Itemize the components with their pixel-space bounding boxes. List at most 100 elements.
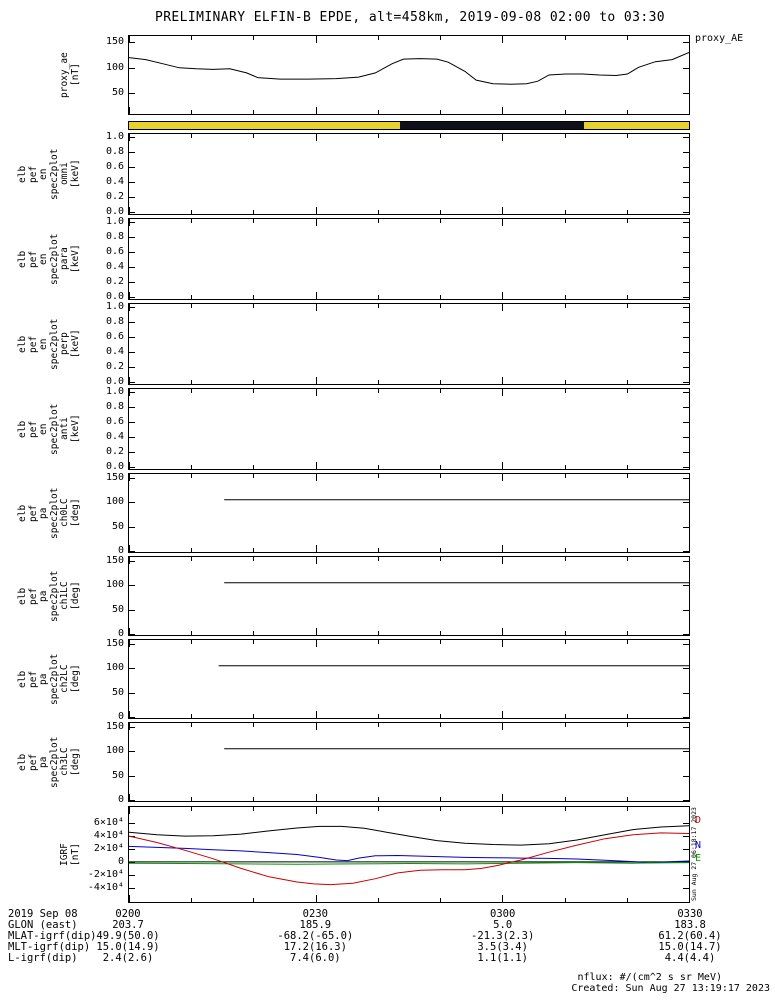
x-tick-mark [191, 380, 193, 384]
x-tick-mark [502, 628, 504, 635]
x-tick-mark-top [253, 134, 255, 138]
x-tick-mark [440, 631, 442, 635]
x-tick-mark [253, 295, 255, 299]
x-tick-mark-top [440, 134, 442, 138]
y-tick-mark [129, 337, 135, 339]
x-tick-mark-top [377, 219, 379, 223]
x-tick-mark-top [502, 134, 504, 141]
x-tick-mark [253, 380, 255, 384]
x-tick-mark [191, 714, 193, 718]
x-tick-mark-top [191, 723, 193, 727]
x-tick-mark-top [564, 134, 566, 138]
x-tick-mark [191, 210, 193, 214]
x-tick-mark [377, 295, 379, 299]
x-tick-mark-top [129, 304, 130, 311]
y-axis-label-elb_pef_pa_spec2plot_ch1LC: elb pef pa spec2plot ch1LC [deg] [17, 557, 81, 635]
footer-row-3: MLT-igrf(dip) 15.0(14.9) 17.2(16.3) 3.5(3.4… [0, 942, 775, 953]
x-tick-mark [440, 210, 442, 214]
y-tick-mark [129, 726, 135, 728]
x-tick-mark-top [253, 219, 255, 223]
y-tick-mark [683, 42, 689, 44]
y-tick-mark [129, 800, 135, 802]
x-tick-mark [564, 295, 566, 299]
series-E [129, 862, 689, 865]
y-tick-mark [129, 668, 135, 670]
footer-row-label: GLON (east) [8, 919, 78, 931]
x-tick-mark [502, 711, 504, 718]
y-tick-mark [683, 643, 689, 645]
y-tick-mark [129, 267, 135, 269]
y-tick-mark [683, 182, 689, 184]
x-tick-mark [129, 711, 130, 718]
x-tick-mark-top [253, 807, 255, 811]
y-tick-mark [129, 152, 135, 154]
x-tick-mark [689, 292, 690, 299]
panel-elb_pef_pa_spec2plot_ch0LC: elb pef pa spec2plot ch0LC [deg] 0 50 100 150 [17, 472, 690, 556]
y-tick-mark [683, 849, 689, 850]
y-axis-label-line: pa [38, 507, 49, 519]
x-tick-mark [502, 292, 504, 299]
x-tick-mark-top [626, 134, 628, 138]
y-tick-label: 2×10⁴ [93, 843, 124, 854]
y-tick-mark [129, 849, 135, 850]
x-tick-mark-top [315, 219, 317, 226]
y-tick-label: 6×10⁴ [93, 817, 124, 829]
y-tick-mark [683, 887, 689, 889]
x-tick-mark [626, 210, 628, 214]
y-tick-mark [683, 874, 689, 876]
y-axis-label-proxy_ae: proxy_ae [nT] [59, 36, 81, 114]
y-tick-label: 0.2 [105, 361, 124, 373]
footer-row-1: GLON (east) 203.7 185.9 5.0 183.8 [0, 920, 775, 931]
y-tick-mark [683, 297, 689, 299]
x-tick-mark-top [564, 474, 566, 478]
footer-value: 5.0 [493, 919, 513, 931]
x-tick-mark-top [377, 723, 379, 727]
x-tick-mark [129, 895, 130, 902]
x-tick-mark-top [253, 640, 255, 644]
x-tick-mark-top [315, 474, 317, 481]
y-tick-label: 150 [105, 36, 124, 48]
right-label-D: D [695, 815, 702, 827]
right-label-proxy_AE: proxy_AE [695, 33, 744, 45]
x-tick-mark-top [564, 640, 566, 644]
x-tick-mark-top [689, 807, 690, 814]
footer-value: 17.2(16.3) [283, 941, 347, 953]
x-tick-mark [377, 210, 379, 214]
y-tick-mark [129, 717, 135, 719]
y-axis-label-line: anti [59, 417, 70, 441]
y-tick-mark [683, 823, 689, 825]
series-N [129, 845, 689, 864]
y-axis-label-elb_pef_en_spec2plot_omni: elb pef en spec2plot omni [keV] [17, 134, 81, 214]
x-tick-mark-top [191, 134, 193, 138]
x-tick-mark [502, 377, 504, 384]
x-tick-mark [191, 295, 193, 299]
x-tick-mark-top [502, 304, 504, 311]
x-tick-mark [129, 628, 130, 635]
footer-value: 0230 [302, 908, 328, 920]
x-tick-mark [626, 714, 628, 718]
y-axis-label-line: [nT] [69, 63, 81, 87]
y-tick-label: 150 [105, 720, 124, 732]
y-tick-mark [129, 167, 135, 169]
y-axis-label-line: proxy_ae [59, 52, 70, 98]
y-tick-label: 50 [111, 87, 124, 99]
x-tick-mark [315, 207, 317, 214]
panel-series-elb_pef_en_spec2plot_para [129, 219, 689, 299]
x-tick-mark [315, 462, 317, 469]
x-tick-mark [502, 545, 504, 552]
x-tick-mark [689, 628, 690, 635]
y-tick-mark [683, 526, 689, 528]
x-tick-mark-top [689, 36, 690, 43]
x-tick-mark [689, 545, 690, 552]
panel-proxy_ae: proxy_ae [nT] 50 100 150 proxy_AE [59, 33, 743, 115]
y-axis-label-line: [keV] [69, 329, 81, 359]
y-tick-mark [683, 467, 689, 469]
y-tick-mark [683, 452, 689, 454]
panel-science_zone_bar [128, 121, 690, 130]
y-tick-mark [129, 422, 135, 424]
x-tick-mark-top [191, 219, 193, 223]
x-tick-mark [253, 465, 255, 469]
footer-value: 4.4(4.4) [664, 952, 716, 964]
x-tick-mark [253, 714, 255, 718]
y-axis-label-elb_pef_en_spec2plot_para: elb pef en spec2plot para [keV] [17, 219, 81, 299]
